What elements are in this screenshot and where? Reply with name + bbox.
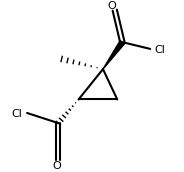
Polygon shape	[103, 41, 125, 69]
Text: Cl: Cl	[12, 109, 22, 119]
Text: O: O	[107, 1, 116, 11]
Text: Cl: Cl	[154, 45, 165, 55]
Text: O: O	[52, 161, 61, 171]
